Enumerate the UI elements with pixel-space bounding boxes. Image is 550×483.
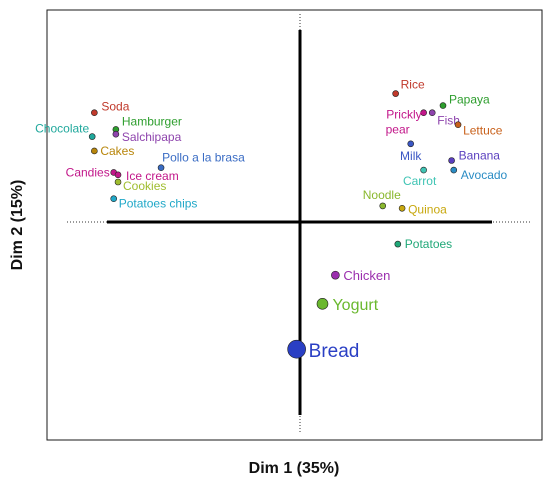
point-noodle xyxy=(379,202,387,210)
point-label-pollo-a-la-brasa: Pollo a la brasa xyxy=(162,151,245,165)
point-label-candies: Candies xyxy=(66,165,110,179)
point-bread xyxy=(287,339,306,359)
point-label-potatoes: Potatoes xyxy=(405,237,452,251)
point-label-ice-cream: Ice cream xyxy=(126,169,179,183)
point-label-cookies: Cookies xyxy=(123,179,166,193)
point-banana xyxy=(448,157,455,164)
point-yogurt xyxy=(316,298,329,310)
point-label-bread: Bread xyxy=(309,341,360,362)
point-label-hamburger: Hamburger xyxy=(122,114,182,128)
point-potatoes-chips xyxy=(110,195,118,203)
point-milk xyxy=(407,140,415,148)
point-papaya xyxy=(439,102,447,109)
x-axis-title: Dim 1 (35%) xyxy=(249,460,340,477)
y-axis-title: Dim 2 (15%) xyxy=(9,180,26,271)
point-ice-cream xyxy=(114,171,122,179)
point-potatoes xyxy=(394,240,402,248)
point-chocolate xyxy=(88,133,96,140)
point-label-fish: Fish xyxy=(437,114,460,128)
point-label-prickly-pear: Prickly pear xyxy=(386,108,422,137)
point-label-chocolate: Chocolate xyxy=(35,122,89,136)
point-fish xyxy=(428,109,436,117)
point-label-potatoes-chips: Potatoes chips xyxy=(119,197,198,211)
point-cookies xyxy=(114,178,122,186)
point-soda xyxy=(91,109,98,117)
point-cakes xyxy=(91,147,98,155)
point-rice xyxy=(392,90,399,97)
point-quinoa xyxy=(398,204,406,212)
point-pollo-a-la-brasa xyxy=(157,164,165,171)
point-label-lettuce: Lettuce xyxy=(463,124,503,138)
point-label-milk: Milk xyxy=(400,149,422,163)
plot-frame xyxy=(46,9,543,441)
point-label-rice: Rice xyxy=(401,78,425,92)
point-label-salchipapa: Salchipapa xyxy=(122,130,182,144)
point-label-papaya: Papaya xyxy=(449,93,490,107)
point-label-cakes: Cakes xyxy=(100,144,134,158)
point-label-yogurt: Yogurt xyxy=(332,297,378,314)
point-label-chicken: Chicken xyxy=(343,268,390,283)
point-label-banana: Banana xyxy=(459,149,501,163)
point-carrot xyxy=(420,166,427,174)
point-lettuce xyxy=(454,121,462,128)
point-prickly-pear xyxy=(420,109,427,117)
point-chicken xyxy=(331,270,340,280)
point-label-noodle: Noodle xyxy=(363,188,401,202)
point-salchipapa xyxy=(112,130,120,138)
point-label-quinoa: Quinoa xyxy=(408,202,447,216)
point-label-soda: Soda xyxy=(101,100,129,114)
point-label-avocado: Avocado xyxy=(461,168,508,182)
point-label-carrot: Carrot xyxy=(403,174,437,188)
point-avocado xyxy=(450,166,458,174)
